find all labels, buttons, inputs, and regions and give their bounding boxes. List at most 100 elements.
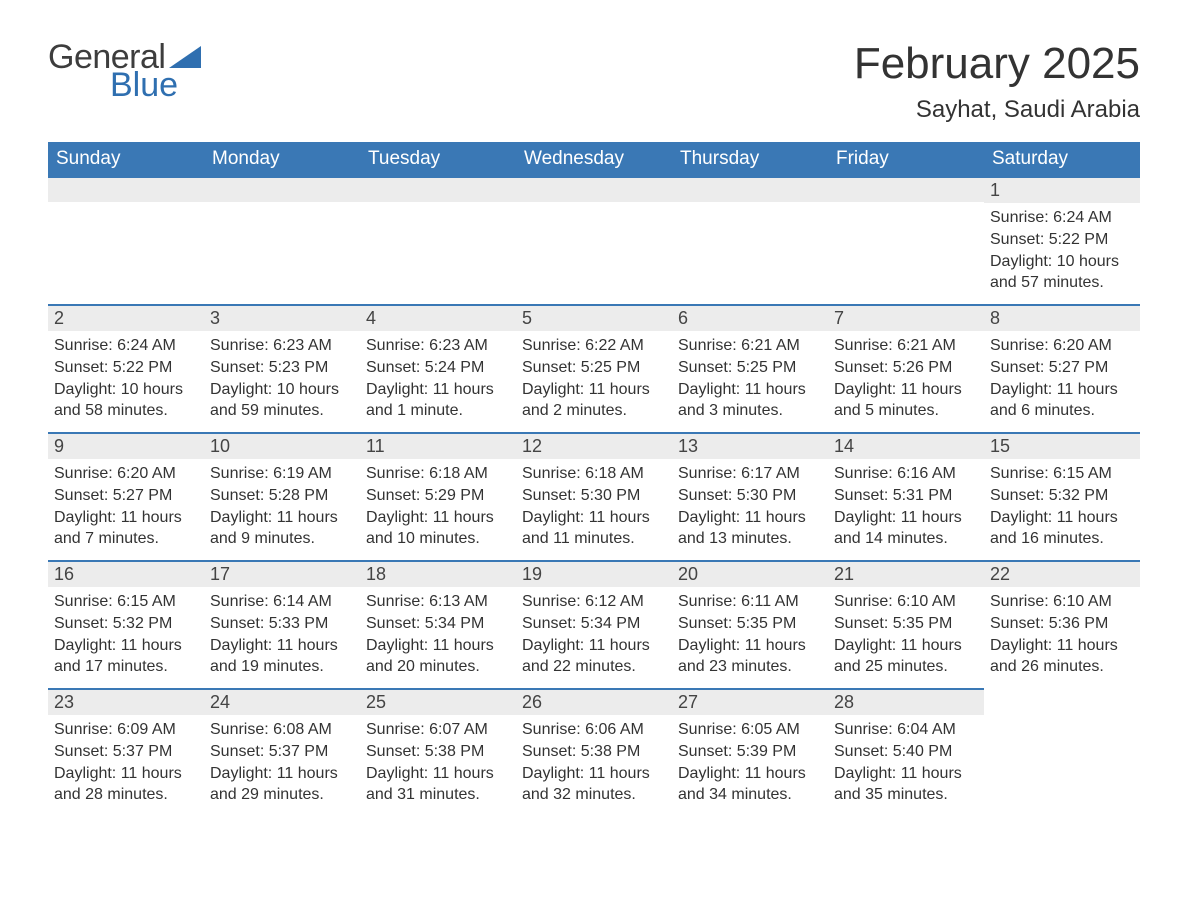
calendar-cell: [48, 176, 204, 304]
daylight-text: Daylight: 11 hours and 5 minutes.: [834, 379, 978, 422]
day-details: Sunrise: 6:24 AMSunset: 5:22 PMDaylight:…: [984, 203, 1140, 299]
day-number-bar: 2: [48, 304, 204, 331]
sunrise-text: Sunrise: 6:09 AM: [54, 719, 198, 741]
calendar-cell: 20Sunrise: 6:11 AMSunset: 5:35 PMDayligh…: [672, 560, 828, 688]
day-number-bar: 19: [516, 560, 672, 587]
empty-day-bar: [516, 176, 672, 202]
calendar-cell: 13Sunrise: 6:17 AMSunset: 5:30 PMDayligh…: [672, 432, 828, 560]
sunset-text: Sunset: 5:32 PM: [54, 613, 198, 635]
daylight-text: Daylight: 10 hours and 57 minutes.: [990, 251, 1134, 294]
sunset-text: Sunset: 5:35 PM: [678, 613, 822, 635]
day-details: Sunrise: 6:14 AMSunset: 5:33 PMDaylight:…: [204, 587, 360, 683]
title-block: February 2025 Sayhat, Saudi Arabia: [854, 40, 1140, 124]
daylight-text: Daylight: 11 hours and 23 minutes.: [678, 635, 822, 678]
location: Sayhat, Saudi Arabia: [854, 96, 1140, 124]
day-number-bar: 1: [984, 176, 1140, 203]
sunrise-text: Sunrise: 6:21 AM: [834, 335, 978, 357]
calendar-cell: [204, 176, 360, 304]
day-details: Sunrise: 6:07 AMSunset: 5:38 PMDaylight:…: [360, 715, 516, 811]
day-number-bar: 16: [48, 560, 204, 587]
sunrise-text: Sunrise: 6:11 AM: [678, 591, 822, 613]
header: General Blue February 2025 Sayhat, Saudi…: [48, 40, 1140, 124]
sunset-text: Sunset: 5:26 PM: [834, 357, 978, 379]
day-details: Sunrise: 6:15 AMSunset: 5:32 PMDaylight:…: [48, 587, 204, 683]
calendar-table: Sunday Monday Tuesday Wednesday Thursday…: [48, 142, 1140, 816]
daylight-text: Daylight: 11 hours and 1 minute.: [366, 379, 510, 422]
sunset-text: Sunset: 5:27 PM: [54, 485, 198, 507]
day-number-bar: 14: [828, 432, 984, 459]
daylight-text: Daylight: 11 hours and 16 minutes.: [990, 507, 1134, 550]
day-details: Sunrise: 6:11 AMSunset: 5:35 PMDaylight:…: [672, 587, 828, 683]
empty-day-bar: [48, 176, 204, 202]
day-number-bar: 6: [672, 304, 828, 331]
sunrise-text: Sunrise: 6:06 AM: [522, 719, 666, 741]
sunrise-text: Sunrise: 6:15 AM: [54, 591, 198, 613]
sunrise-text: Sunrise: 6:07 AM: [366, 719, 510, 741]
sunset-text: Sunset: 5:37 PM: [210, 741, 354, 763]
logo-text-blue: Blue: [110, 68, 201, 102]
day-details: Sunrise: 6:23 AMSunset: 5:23 PMDaylight:…: [204, 331, 360, 427]
calendar-cell: 8Sunrise: 6:20 AMSunset: 5:27 PMDaylight…: [984, 304, 1140, 432]
sunrise-text: Sunrise: 6:18 AM: [366, 463, 510, 485]
daylight-text: Daylight: 11 hours and 7 minutes.: [54, 507, 198, 550]
daylight-text: Daylight: 11 hours and 2 minutes.: [522, 379, 666, 422]
sunset-text: Sunset: 5:28 PM: [210, 485, 354, 507]
day-details: Sunrise: 6:10 AMSunset: 5:35 PMDaylight:…: [828, 587, 984, 683]
day-number-bar: 10: [204, 432, 360, 459]
day-details: Sunrise: 6:12 AMSunset: 5:34 PMDaylight:…: [516, 587, 672, 683]
sunset-text: Sunset: 5:32 PM: [990, 485, 1134, 507]
day-details: Sunrise: 6:20 AMSunset: 5:27 PMDaylight:…: [984, 331, 1140, 427]
day-number-bar: 5: [516, 304, 672, 331]
daylight-text: Daylight: 11 hours and 14 minutes.: [834, 507, 978, 550]
day-number-bar: 18: [360, 560, 516, 587]
daylight-text: Daylight: 11 hours and 28 minutes.: [54, 763, 198, 806]
sunset-text: Sunset: 5:39 PM: [678, 741, 822, 763]
day-number-bar: 23: [48, 688, 204, 715]
calendar-cell: 2Sunrise: 6:24 AMSunset: 5:22 PMDaylight…: [48, 304, 204, 432]
sunset-text: Sunset: 5:35 PM: [834, 613, 978, 635]
sunrise-text: Sunrise: 6:18 AM: [522, 463, 666, 485]
daylight-text: Daylight: 11 hours and 19 minutes.: [210, 635, 354, 678]
calendar-cell: 10Sunrise: 6:19 AMSunset: 5:28 PMDayligh…: [204, 432, 360, 560]
daylight-text: Daylight: 11 hours and 29 minutes.: [210, 763, 354, 806]
sunset-text: Sunset: 5:38 PM: [366, 741, 510, 763]
sunrise-text: Sunrise: 6:10 AM: [990, 591, 1134, 613]
day-number-bar: 28: [828, 688, 984, 715]
calendar-cell: 19Sunrise: 6:12 AMSunset: 5:34 PMDayligh…: [516, 560, 672, 688]
sunrise-text: Sunrise: 6:05 AM: [678, 719, 822, 741]
day-number-bar: 21: [828, 560, 984, 587]
calendar-cell: 22Sunrise: 6:10 AMSunset: 5:36 PMDayligh…: [984, 560, 1140, 688]
calendar-cell: 23Sunrise: 6:09 AMSunset: 5:37 PMDayligh…: [48, 688, 204, 816]
day-number-bar: 26: [516, 688, 672, 715]
sunrise-text: Sunrise: 6:20 AM: [990, 335, 1134, 357]
sunset-text: Sunset: 5:30 PM: [678, 485, 822, 507]
daylight-text: Daylight: 11 hours and 26 minutes.: [990, 635, 1134, 678]
sunrise-text: Sunrise: 6:04 AM: [834, 719, 978, 741]
daylight-text: Daylight: 11 hours and 34 minutes.: [678, 763, 822, 806]
sunset-text: Sunset: 5:34 PM: [366, 613, 510, 635]
day-details: Sunrise: 6:20 AMSunset: 5:27 PMDaylight:…: [48, 459, 204, 555]
sunset-text: Sunset: 5:27 PM: [990, 357, 1134, 379]
day-details: Sunrise: 6:18 AMSunset: 5:30 PMDaylight:…: [516, 459, 672, 555]
day-details: Sunrise: 6:17 AMSunset: 5:30 PMDaylight:…: [672, 459, 828, 555]
calendar-cell: 15Sunrise: 6:15 AMSunset: 5:32 PMDayligh…: [984, 432, 1140, 560]
calendar-week-row: 9Sunrise: 6:20 AMSunset: 5:27 PMDaylight…: [48, 432, 1140, 560]
day-details: Sunrise: 6:15 AMSunset: 5:32 PMDaylight:…: [984, 459, 1140, 555]
sunrise-text: Sunrise: 6:21 AM: [678, 335, 822, 357]
day-number-bar: 7: [828, 304, 984, 331]
sunset-text: Sunset: 5:30 PM: [522, 485, 666, 507]
daylight-text: Daylight: 10 hours and 58 minutes.: [54, 379, 198, 422]
day-details: Sunrise: 6:24 AMSunset: 5:22 PMDaylight:…: [48, 331, 204, 427]
daylight-text: Daylight: 11 hours and 17 minutes.: [54, 635, 198, 678]
calendar-cell: [984, 688, 1140, 816]
calendar-cell: 25Sunrise: 6:07 AMSunset: 5:38 PMDayligh…: [360, 688, 516, 816]
day-number-bar: 3: [204, 304, 360, 331]
sunrise-text: Sunrise: 6:19 AM: [210, 463, 354, 485]
calendar-cell: 5Sunrise: 6:22 AMSunset: 5:25 PMDaylight…: [516, 304, 672, 432]
daylight-text: Daylight: 11 hours and 10 minutes.: [366, 507, 510, 550]
daylight-text: Daylight: 11 hours and 13 minutes.: [678, 507, 822, 550]
day-details: Sunrise: 6:09 AMSunset: 5:37 PMDaylight:…: [48, 715, 204, 811]
sunrise-text: Sunrise: 6:23 AM: [366, 335, 510, 357]
sunset-text: Sunset: 5:38 PM: [522, 741, 666, 763]
sunset-text: Sunset: 5:33 PM: [210, 613, 354, 635]
